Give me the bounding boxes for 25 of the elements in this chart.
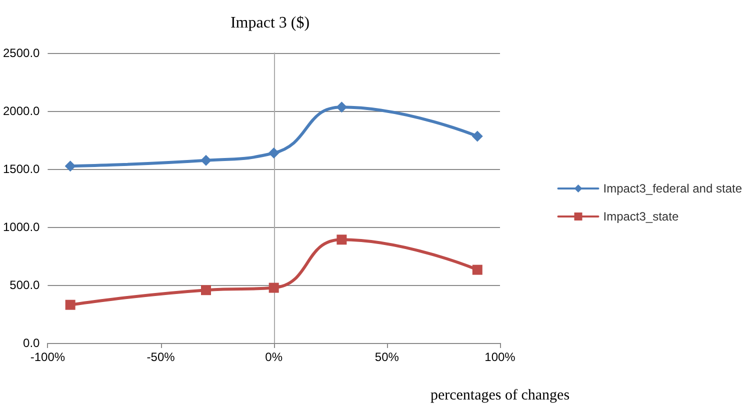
legend-label: Impact3_federal and state: [603, 182, 742, 196]
y-tick-label: 1500.0: [3, 162, 40, 176]
point: [65, 300, 76, 310]
y-tick-label: 2500.0: [3, 46, 40, 60]
y-tick-label: 500.0: [10, 278, 40, 292]
x-axis-title: percentages of changes: [430, 388, 570, 404]
point: [268, 282, 279, 293]
point: [472, 264, 482, 275]
y-tick-label: 2000.0: [3, 104, 40, 118]
chart-title: Impact 3 ($): [230, 14, 310, 32]
x-tick-label: 0%: [265, 350, 283, 364]
x-tick-label: 100%: [484, 350, 516, 364]
y-tick-label: 0.0: [23, 336, 40, 350]
legend-label: Impact3_state: [603, 210, 679, 224]
point: [336, 234, 347, 245]
point: [268, 147, 280, 158]
y-tick-label: 1000.0: [3, 220, 40, 234]
point: [64, 160, 76, 172]
x-tick-label: 50%: [374, 350, 400, 364]
point: [336, 102, 348, 113]
x-tick-label: -50%: [146, 350, 176, 364]
point: [201, 285, 212, 296]
point: [472, 130, 483, 142]
x-tick-label: -100%: [30, 350, 66, 364]
point: [200, 154, 212, 166]
